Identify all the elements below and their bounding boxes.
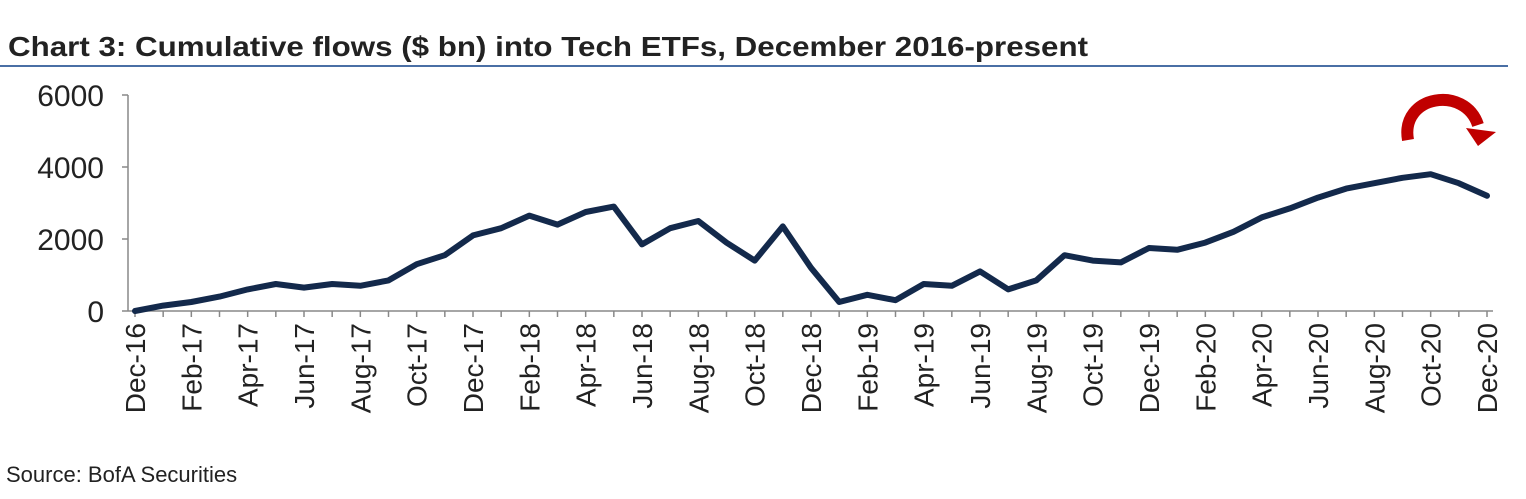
x-tick-label: Jun-20 bbox=[1303, 323, 1334, 409]
x-tick-label: Dec-16 bbox=[120, 323, 151, 413]
y-tick-label: 6000 bbox=[37, 80, 104, 113]
x-tick-label: Jun-17 bbox=[289, 323, 320, 409]
x-tick-label: Oct-18 bbox=[740, 323, 771, 407]
x-tick-label: Feb-20 bbox=[1190, 323, 1221, 412]
x-tick-label: Oct-20 bbox=[1416, 323, 1447, 407]
x-tick-label: Dec-18 bbox=[796, 323, 827, 413]
x-tick-label: Dec-17 bbox=[458, 323, 489, 413]
series-line bbox=[132, 171, 1490, 314]
x-tick-label: Aug-17 bbox=[345, 323, 376, 413]
x-tick-label: Feb-18 bbox=[514, 323, 545, 412]
x-tick-label: Oct-19 bbox=[1078, 323, 1109, 407]
x-tick-label: Feb-17 bbox=[176, 323, 207, 412]
x-tick-label: Aug-20 bbox=[1359, 323, 1390, 413]
x-tick-label: Apr-20 bbox=[1247, 323, 1278, 407]
x-tick-label: Aug-19 bbox=[1021, 323, 1052, 413]
x-tick-label: Jun-18 bbox=[627, 323, 658, 409]
x-tick-label: Jun-19 bbox=[965, 323, 996, 409]
arrow-head bbox=[1466, 128, 1496, 146]
x-tick-label: Apr-18 bbox=[571, 323, 602, 407]
x-tick-label: Feb-19 bbox=[852, 323, 883, 412]
x-tick-label: Dec-20 bbox=[1472, 323, 1503, 413]
x-tick-label: Apr-19 bbox=[909, 323, 940, 407]
x-tick-label: Oct-17 bbox=[402, 323, 433, 407]
chart-title: Chart 3: Cumulative flows ($ bn) into Te… bbox=[8, 31, 1088, 62]
y-tick-label: 0 bbox=[87, 296, 104, 329]
y-tick-label: 2000 bbox=[37, 224, 104, 257]
y-tick-label: 4000 bbox=[37, 152, 104, 185]
x-tick-label: Dec-19 bbox=[1134, 323, 1165, 413]
x-tick-label: Apr-17 bbox=[233, 323, 264, 407]
source: Source: BofA Securities bbox=[6, 462, 237, 487]
x-tick-label: Aug-18 bbox=[683, 323, 714, 413]
arrow bbox=[1401, 94, 1484, 142]
